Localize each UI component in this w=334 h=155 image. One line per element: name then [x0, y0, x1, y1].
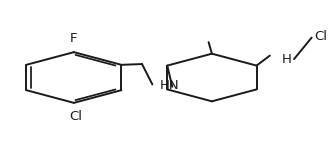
Text: F: F [70, 32, 77, 45]
Text: HN: HN [160, 80, 179, 92]
Text: H: H [282, 53, 291, 66]
Text: Cl: Cl [314, 30, 327, 43]
Text: Cl: Cl [69, 110, 82, 123]
